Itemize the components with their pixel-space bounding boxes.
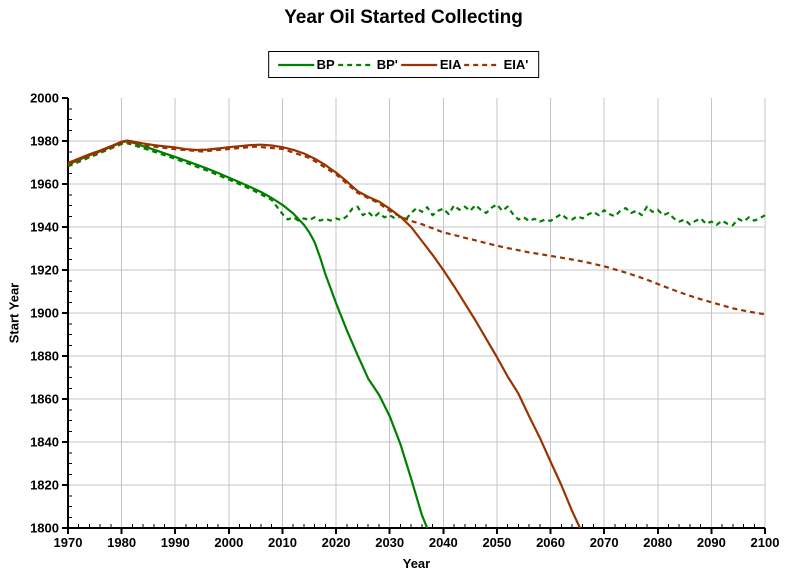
legend-label-eia: EIA (439, 57, 462, 72)
series-bp-prime-line (67, 142, 766, 227)
x-tick-label: 2030 (375, 535, 404, 550)
series-eia-prime-line (67, 141, 766, 316)
y-tick-label: 1860 (30, 392, 59, 407)
legend-item-bp: BP (277, 57, 335, 72)
legend-item-eia: EIA (400, 57, 462, 72)
legend-label-bp-prime: BP' (376, 57, 398, 72)
legend-line-sample-bp-prime (337, 63, 374, 66)
x-tick-label: 2060 (536, 535, 565, 550)
x-tick-label: 1980 (107, 535, 136, 550)
x-tick-label: 1990 (161, 535, 190, 550)
y-tick-label: 1820 (30, 478, 59, 493)
x-tick-label: 2080 (643, 535, 672, 550)
x-tick-label: 1970 (54, 535, 83, 550)
y-tick-label: 1880 (30, 349, 59, 364)
y-tick-label: 2000 (30, 91, 59, 106)
y-tick-label: 1920 (30, 263, 59, 278)
legend-line-sample-bp (277, 63, 314, 66)
x-tick-label: 2050 (482, 535, 511, 550)
x-tick-label: 2090 (697, 535, 726, 550)
x-tick-label: 2000 (214, 535, 243, 550)
y-tick-label: 1800 (30, 521, 59, 536)
y-tick-label: 1960 (30, 177, 59, 192)
x-tick-label: 2070 (590, 535, 619, 550)
legend-item-bp-prime: BP' (337, 57, 398, 72)
x-tick-label: 2100 (751, 535, 780, 550)
legend: BP BP' EIA EIA' (267, 51, 540, 78)
series-eia-line (67, 139, 581, 529)
legend-label-eia-prime: EIA' (503, 57, 529, 72)
legend-item-eia-prime: EIA' (464, 57, 529, 72)
legend-line-sample-eia (400, 63, 437, 66)
chart-title: Year Oil Started Collecting (284, 7, 523, 28)
legend-line-sample-eia-prime (464, 63, 501, 66)
x-tick-label: 2020 (322, 535, 351, 550)
y-tick-label: 1940 (30, 220, 59, 235)
y-axis-title: Start Year (6, 282, 22, 344)
x-axis-title: Year (402, 556, 431, 571)
legend-label-bp: BP (316, 57, 335, 72)
x-tick-label: 2010 (268, 535, 297, 550)
y-tick-label: 1840 (30, 435, 59, 450)
y-tick-label: 1900 (30, 306, 59, 321)
x-tick-label: 2040 (429, 535, 458, 550)
y-tick-label: 1980 (30, 134, 59, 149)
